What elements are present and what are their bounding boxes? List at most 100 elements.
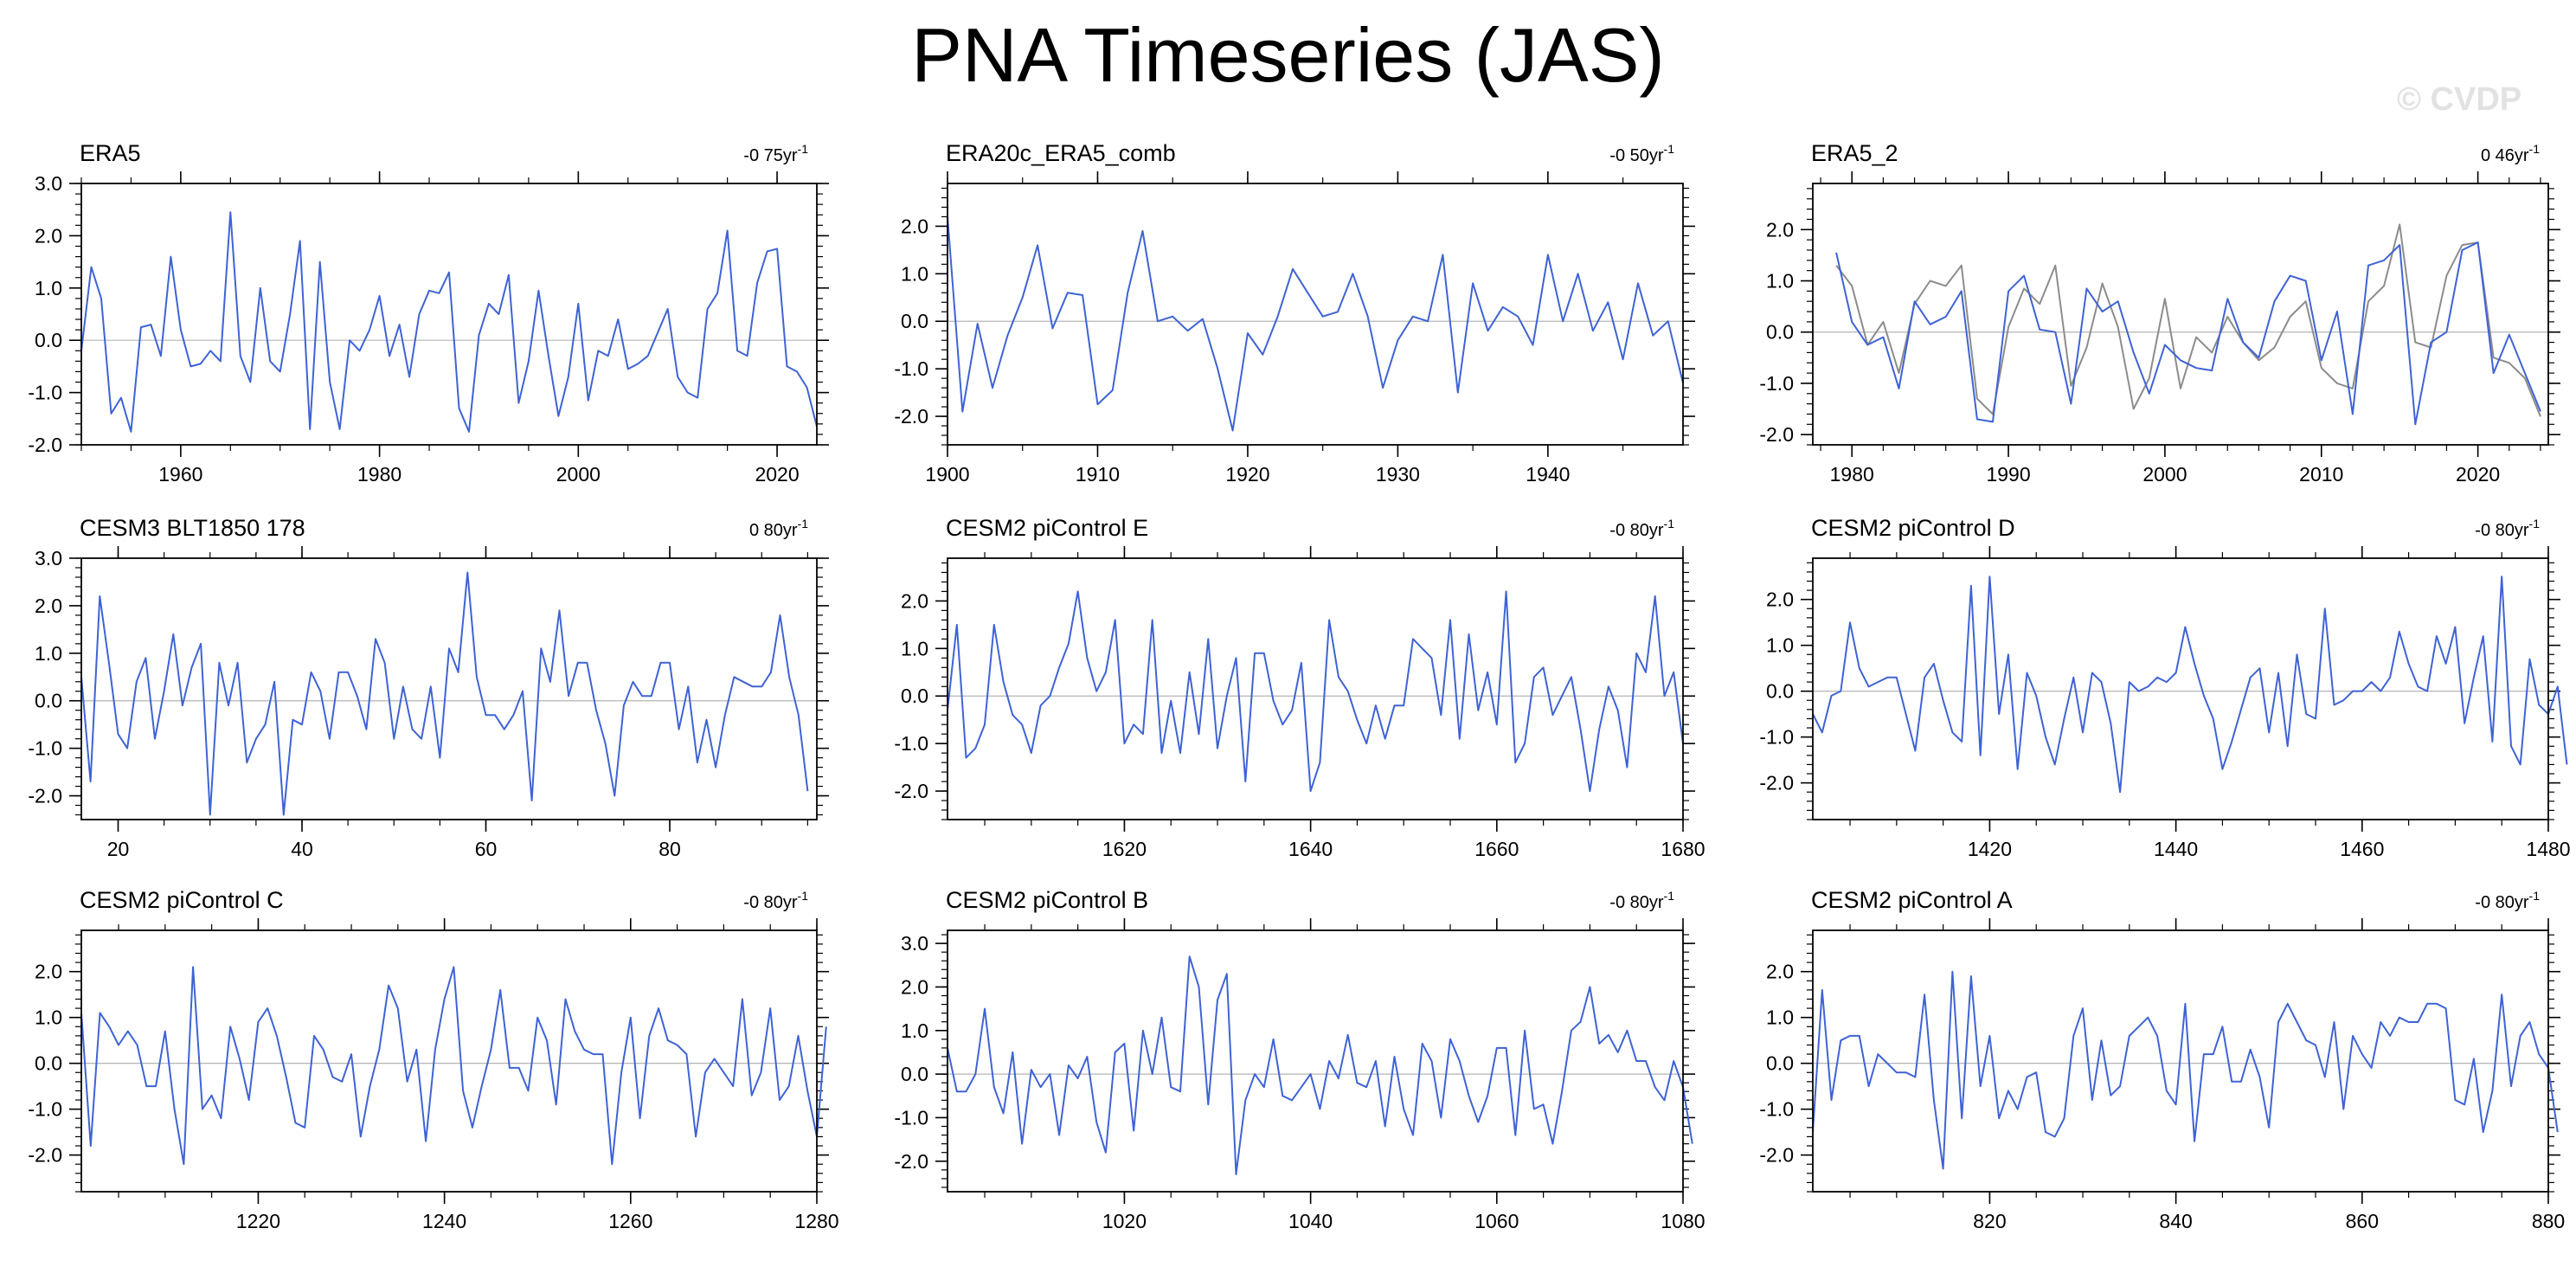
panel-title: ERA5 <box>80 140 141 166</box>
x-tick-label: 1260 <box>608 1210 652 1232</box>
trend-exponent: -1 <box>798 889 809 903</box>
y-tick-label: 2.0 <box>35 595 62 617</box>
y-tick-label: 0.0 <box>1766 680 1794 703</box>
trend-value: -0 75yr <box>743 146 798 165</box>
trend-label: 0 80yr-1 <box>749 517 808 540</box>
panel-title: CESM2 piControl D <box>1811 515 2015 541</box>
y-tick-label: -2.0 <box>1759 1144 1794 1167</box>
x-tick-label: 860 <box>2346 1210 2379 1232</box>
y-tick-label: -2.0 <box>1759 423 1794 446</box>
x-tick-label: 1900 <box>925 463 969 486</box>
plot-frame <box>947 929 1684 1193</box>
x-tick-label: 880 <box>2532 1210 2565 1232</box>
y-tick-label: 3.0 <box>35 547 62 569</box>
x-tick-label: 1280 <box>794 1210 838 1232</box>
trend-value: -0 80yr <box>1609 521 1664 540</box>
y-tick-label: -2.0 <box>894 405 928 428</box>
y-tick-label: -1.0 <box>1759 1098 1794 1121</box>
y-tick-label: -1.0 <box>28 1098 62 1121</box>
x-tick-label: 80 <box>658 838 681 860</box>
y-tick-label: -2.0 <box>894 1150 928 1173</box>
series-line <box>80 211 818 433</box>
plot-frame <box>80 183 818 446</box>
chart-panel: CESM2 piControl B -0 80yr-1 -2.0 -1.0 0.0 1.0… <box>894 887 1705 1232</box>
y-tick-label: -2.0 <box>28 1144 62 1167</box>
x-tick-label: 1660 <box>1474 838 1519 860</box>
y-tick-label: 1.0 <box>901 1019 928 1042</box>
y-tick-label: 2.0 <box>1766 588 1794 611</box>
y-tick-label: 2.0 <box>901 589 928 612</box>
chart-panel: ERA5 -0 75yr-1 -2.0 -1.0 0.0 1.0 2.0 3.0 1960 198… <box>28 140 829 486</box>
plot-frame <box>80 557 818 820</box>
trend-label: -0 80yr-1 <box>1609 517 1674 540</box>
x-tick-label: 1040 <box>1288 1210 1333 1232</box>
series-line <box>1812 576 2568 794</box>
y-tick-label: 1.0 <box>1766 634 1794 657</box>
x-tick-label: 2000 <box>556 463 601 486</box>
panel-title: CESM2 piControl E <box>946 515 1148 541</box>
x-tick-label: 1240 <box>422 1210 466 1232</box>
trend-exponent: -1 <box>2529 889 2541 903</box>
x-tick-label: 1980 <box>1830 463 1874 486</box>
series-line <box>80 571 809 816</box>
series-line <box>947 955 1693 1175</box>
plot-frame <box>947 557 1684 820</box>
trend-value: -0 80yr <box>1609 893 1664 912</box>
x-tick-label: 1960 <box>158 463 202 486</box>
x-tick-label: 1940 <box>1526 463 1570 486</box>
series-line <box>947 590 1684 793</box>
trend-value: -0 50yr <box>1609 146 1664 165</box>
y-tick-label: 0.0 <box>1766 1052 1794 1075</box>
chart-panel: CESM3 BLT1850 178 0 80yr-1 -2.0 -1.0 0.0 1.0 2… <box>28 515 829 860</box>
trend-exponent: -1 <box>1664 142 1675 156</box>
y-tick-label: 2.0 <box>1766 218 1794 241</box>
x-tick-label: 1980 <box>357 463 401 486</box>
y-tick-label: 2.0 <box>1766 961 1794 983</box>
x-tick-label: 1220 <box>236 1210 280 1232</box>
x-tick-label: 2020 <box>755 463 799 486</box>
x-tick-label: 40 <box>291 838 313 860</box>
panel-title: CESM2 piControl A <box>1811 887 2013 913</box>
trend-label: -0 75yr-1 <box>743 142 808 165</box>
x-tick-label: 1640 <box>1288 838 1333 860</box>
trend-exponent: -1 <box>2529 517 2541 531</box>
trend-exponent: -1 <box>1664 517 1675 531</box>
trend-label: -0 80yr-1 <box>1609 889 1674 912</box>
x-tick-label: 1920 <box>1225 463 1269 486</box>
page-title: PNA Timeseries (JAS) <box>911 12 1665 98</box>
x-tick-label: 60 <box>475 838 498 860</box>
y-tick-label: 2.0 <box>901 975 928 998</box>
x-tick-label: 840 <box>2159 1210 2192 1232</box>
chart-panel: CESM2 piControl D -0 80yr-1 -2.0 -1.0 0.0 1.0… <box>1759 515 2570 860</box>
y-tick-label: 1.0 <box>1766 1007 1794 1029</box>
panel-title: CESM2 piControl C <box>80 887 284 913</box>
plot-frame <box>947 183 1684 446</box>
series-line <box>80 966 827 1166</box>
y-tick-label: 2.0 <box>35 224 62 247</box>
y-tick-label: 2.0 <box>35 961 62 983</box>
x-tick-label: 2020 <box>2456 463 2500 486</box>
trend-label: 0 46yr-1 <box>2481 142 2540 165</box>
chart-panel: CESM2 piControl C -0 80yr-1 -2.0 -1.0 0.0 1.0… <box>28 887 838 1232</box>
x-tick-label: 1080 <box>1661 1210 1705 1232</box>
series-line <box>1835 241 2541 426</box>
x-tick-label: 1440 <box>2154 838 2198 860</box>
trend-value: 0 46yr <box>2481 146 2529 165</box>
y-tick-label: -1.0 <box>1759 372 1794 395</box>
y-tick-label: 1.0 <box>35 642 62 665</box>
y-tick-label: -2.0 <box>1759 772 1794 794</box>
chart-panel: CESM2 piControl A -0 80yr-1 -2.0 -1.0 0.0 1.0… <box>1759 887 2565 1232</box>
y-tick-label: 0.0 <box>901 1063 928 1085</box>
x-tick-label: 2000 <box>2142 463 2187 486</box>
x-tick-label: 1060 <box>1474 1210 1519 1232</box>
panel-title: CESM3 BLT1850 178 <box>80 515 305 541</box>
x-tick-label: 1020 <box>1102 1210 1147 1232</box>
y-tick-label: 2.0 <box>901 215 928 237</box>
y-tick-label: -1.0 <box>894 357 928 380</box>
plot-frame <box>1812 183 2549 446</box>
plot-frame <box>1812 557 2549 820</box>
y-tick-label: 0.0 <box>901 685 928 707</box>
plot-frame <box>80 929 818 1193</box>
x-tick-label: 1460 <box>2340 838 2384 860</box>
